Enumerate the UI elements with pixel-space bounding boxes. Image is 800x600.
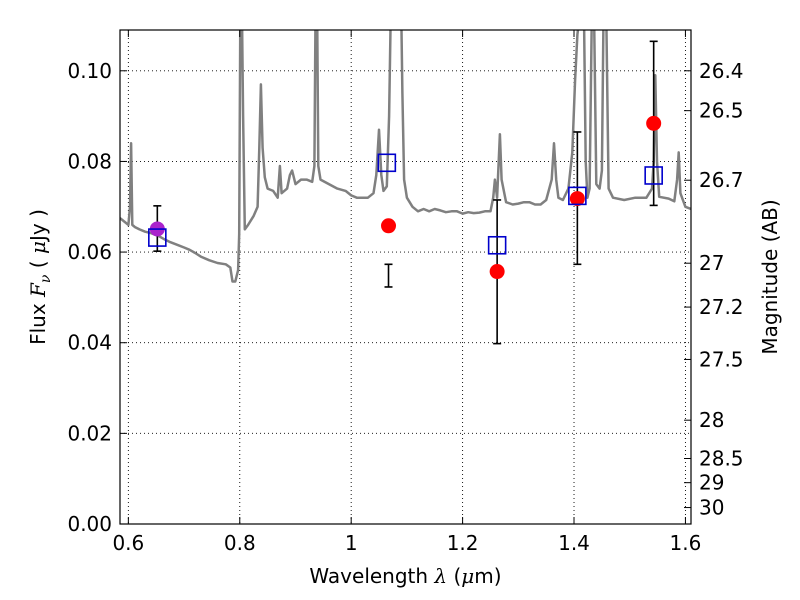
- x-tick-label: 1.2: [447, 531, 479, 555]
- observed-point: [381, 218, 397, 234]
- y2-axis-title: Magnitude (AB): [758, 199, 782, 354]
- y-tick-label: 0.10: [67, 59, 112, 83]
- model-photometry-square: [568, 186, 587, 206]
- x-tick-label: 1: [345, 531, 358, 555]
- y2-tick-label: 26.7: [699, 168, 744, 192]
- observed-point: [646, 115, 662, 131]
- y2-tick-label: 27: [699, 251, 724, 275]
- y-tick-label: 0.06: [67, 240, 112, 264]
- spectrum-line: [120, 30, 691, 283]
- y-axis-title: Flux Fν ( μJy ): [26, 209, 54, 345]
- observed-point: [489, 264, 505, 280]
- x-tick-label: 1.6: [670, 531, 702, 555]
- x-tick-label: 0.6: [112, 531, 144, 555]
- y2-tick-label: 27.2: [699, 295, 744, 319]
- y2-tick-label: 27.5: [699, 347, 744, 371]
- y2-tick-label: 29: [699, 471, 724, 495]
- model-photometry-square: [487, 235, 507, 255]
- y2-tick-label: 26.4: [699, 59, 744, 83]
- y2-tick-label: 28.5: [699, 446, 744, 470]
- grid-layer: [120, 30, 691, 525]
- model-photometry-square: [377, 153, 397, 173]
- plot-frame: [119, 29, 692, 525]
- x-axis-title: Wavelength λ (μm): [309, 564, 501, 588]
- ticks-layer: 0.6 0.8 1 1.2 1.4 1.6 0.00 0.02 0.04 0.06 0.08 0.10…: [67, 30, 744, 555]
- y-tick-label: 0.08: [67, 149, 112, 173]
- y2-tick-label: 28: [699, 408, 724, 432]
- model-photometry-square: [148, 228, 167, 247]
- y-tick-label: 0.04: [67, 331, 112, 355]
- square-layer: [148, 153, 663, 255]
- model-photometry-square: [644, 166, 663, 185]
- y-tick-label: 0.00: [67, 512, 112, 536]
- spectrum-layer: [120, 30, 691, 283]
- y-tick-label: 0.02: [67, 421, 112, 445]
- y2-tick-label: 30: [699, 496, 724, 520]
- y2-tick-label: 26.5: [699, 99, 744, 123]
- observed-point: [569, 191, 585, 207]
- x-tick-label: 0.8: [224, 531, 256, 555]
- x-tick-label: 1.4: [558, 531, 590, 555]
